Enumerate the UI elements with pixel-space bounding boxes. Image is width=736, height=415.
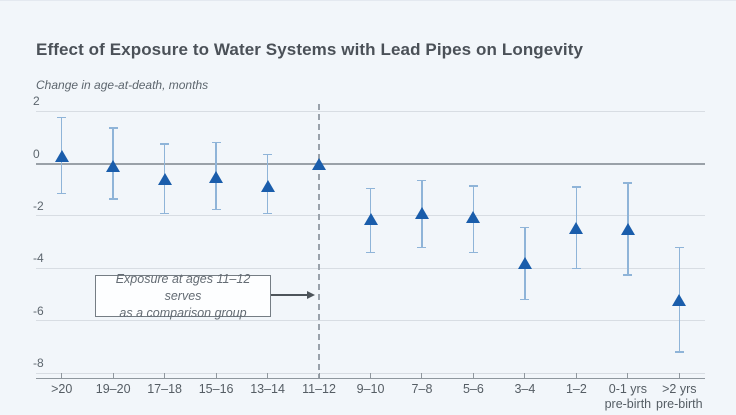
data-point-marker (260, 179, 275, 192)
error-bar-cap-top (57, 116, 67, 119)
data-point-marker (157, 173, 172, 186)
error-bar-cap-bottom (263, 212, 273, 215)
x-tick-label: 0-1 yrs (608, 382, 647, 396)
x-tick-label: 1–2 (565, 382, 587, 396)
y-tick-label: -4 (33, 251, 44, 266)
error-bar-cap-bottom (211, 208, 221, 211)
error-bar-cap-bottom (468, 251, 478, 254)
x-tick-label: 15–16 (198, 382, 234, 396)
annotation-text-line1: Exposure at ages 11–12 serves (115, 271, 251, 303)
y-axis-label: Change in age-at-death, months (36, 78, 209, 92)
data-point-marker (569, 221, 584, 234)
error-bar-cap-bottom (417, 246, 427, 249)
error-bar-cap-top (520, 226, 530, 229)
error-bar-cap-bottom (366, 251, 376, 254)
error-bar-cap-top (674, 246, 684, 249)
x-axis-tick (215, 373, 217, 378)
gridline (36, 320, 705, 322)
x-axis-tick (61, 373, 63, 378)
data-point-marker (517, 257, 532, 270)
zero-gridline (36, 162, 705, 165)
data-point-marker (466, 211, 481, 224)
x-axis-tick (164, 373, 166, 378)
data-point-marker (312, 157, 327, 170)
data-point-marker (620, 223, 635, 235)
error-bar-cap-top (468, 185, 478, 187)
x-tick-label: >2 yrs (662, 382, 697, 396)
x-tick-label: 5–6 (463, 382, 484, 396)
data-point-marker (54, 149, 69, 162)
x-tick-label-line2: pre-birth (656, 397, 703, 411)
x-tick-label: 19–20 (95, 382, 131, 396)
gridline (36, 267, 705, 269)
error-bar-cap-top (571, 186, 581, 188)
annotation-box: Exposure at ages 11–12 serves as a compa… (95, 272, 271, 320)
annotation-arrow (271, 294, 308, 296)
x-axis-tick (267, 373, 269, 378)
data-point-marker (209, 170, 224, 183)
chart-title: Effect of Exposure to Water Systems with… (36, 40, 584, 60)
error-bar-cap-bottom (108, 198, 118, 200)
error-bar-cap-top (211, 141, 221, 144)
x-tick-label: 13–14 (250, 382, 285, 396)
x-tick-label: 3–4 (514, 382, 536, 396)
error-bar-cap-top (366, 187, 376, 190)
x-axis-tick (370, 373, 372, 378)
error-bar-cap-top (160, 143, 170, 145)
annotation-arrow-head-icon (307, 290, 315, 299)
error-bar-cap-bottom (520, 298, 530, 301)
x-axis-tick (472, 373, 474, 378)
x-axis-tick (524, 373, 526, 378)
x-tick-label: 11–12 (302, 382, 336, 396)
x-tick-label: >20 (51, 382, 73, 396)
x-axis-line (36, 377, 705, 379)
error-bar-cap-bottom (674, 351, 684, 353)
data-point-marker (363, 212, 378, 225)
x-tick-label-line2: pre-birth (604, 397, 652, 411)
x-axis-tick (678, 373, 680, 378)
error-bar-cap-top (623, 182, 633, 184)
y-tick-label: -2 (33, 198, 44, 213)
error-bar-cap-top (108, 127, 118, 129)
data-point-marker (414, 207, 429, 220)
x-tick-label: 9–10 (356, 382, 385, 396)
error-bar-cap-bottom (623, 274, 633, 276)
y-tick-label: -6 (33, 303, 44, 318)
annotation-text-line2: as a comparison group (119, 305, 247, 320)
y-tick-label: 0 (33, 146, 40, 161)
error-bar-cap-top (417, 179, 427, 182)
error-bar-cap-bottom (160, 212, 170, 215)
x-axis-tick (627, 373, 629, 378)
data-point-marker (672, 293, 687, 306)
data-point-marker (106, 160, 121, 173)
error-bar-cap-top (263, 153, 273, 156)
x-axis-tick (112, 373, 114, 378)
error-bar-cap-bottom (57, 192, 67, 195)
error-bar-cap-bottom (571, 267, 581, 270)
y-tick-label: -8 (33, 356, 44, 371)
gridline (36, 110, 705, 112)
x-axis-tick (421, 373, 423, 378)
x-tick-label: 17–18 (147, 382, 182, 396)
x-tick-label: 7–8 (411, 382, 433, 396)
comparison-dashed-line (318, 104, 320, 378)
x-axis-tick (318, 373, 320, 378)
y-tick-label: 2 (33, 94, 40, 109)
x-axis-tick (575, 373, 577, 378)
